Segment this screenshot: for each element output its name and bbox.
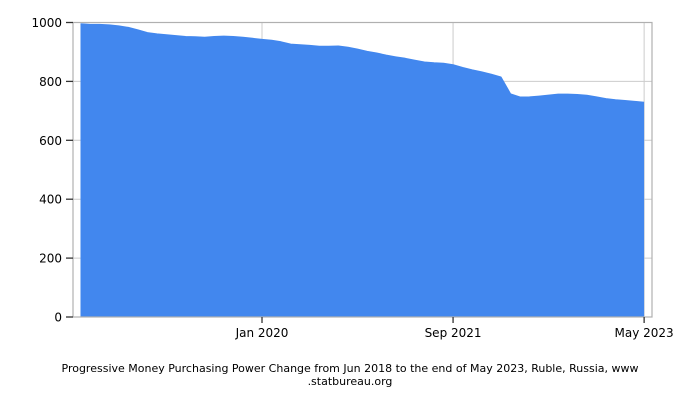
caption-line-1: Progressive Money Purchasing Power Chang… [61,362,639,375]
series-line [80,23,645,104]
y-axis-label-800: 800 [39,75,62,89]
x-axis-label-May 2023: May 2023 [615,326,674,340]
plot-border [72,21,653,318]
x-axis-labels: Jan 2020 Sep 2021 May 2023 [235,326,674,340]
y-axis-label-400: 400 [39,193,62,207]
y-axis-labels: 0 200 400 600 800 1000 [31,16,62,325]
y-axis-label-600: 600 [39,134,62,148]
area-fill [80,24,645,317]
y-axis-label-1000: 1000 [31,16,62,30]
y-axis-label-0: 0 [54,311,62,325]
plot-border-rect [72,21,653,318]
axis-tick-marks [66,21,645,323]
chart-caption: Progressive Money Purchasing Power Chang… [0,362,700,388]
area-series [80,23,645,317]
x-axis-label-Sep 2021: Sep 2021 [425,326,482,340]
y-axis-label-200: 200 [39,252,62,266]
caption-line-2: .statbureau.org [307,375,393,388]
x-axis-label-Jan 2020: Jan 2020 [235,326,289,340]
